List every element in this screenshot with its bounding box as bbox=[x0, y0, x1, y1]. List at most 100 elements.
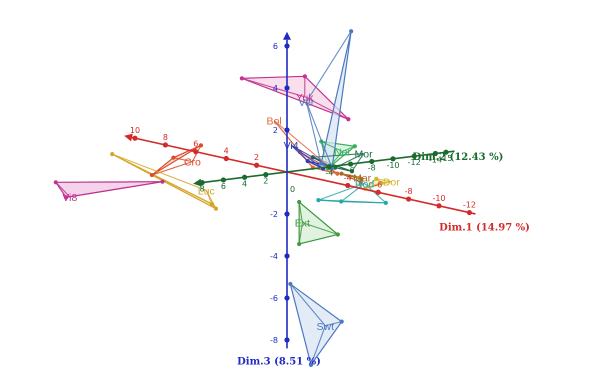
group-link-swt-2 bbox=[310, 325, 326, 366]
group-link-yuk-1 bbox=[241, 77, 305, 98]
tick-mark-dim3-6 bbox=[284, 43, 290, 49]
group-link-ver-0 bbox=[305, 30, 352, 103]
group-polygon-ext bbox=[298, 200, 340, 245]
group-link-ext-2 bbox=[302, 222, 339, 236]
group-link-ner-1 bbox=[342, 145, 356, 152]
group-link-rod-2 bbox=[364, 183, 387, 204]
group-link-dor-1 bbox=[365, 181, 392, 190]
tick-label-dim3-6: 6 bbox=[273, 42, 278, 51]
tick-mark-dim3-3 bbox=[284, 211, 290, 217]
group-link-rod-0 bbox=[340, 182, 365, 202]
tick-label-dim1-2: -8 bbox=[405, 187, 413, 196]
group-link-luc-2 bbox=[205, 190, 213, 205]
group-point-ver-0 bbox=[349, 29, 354, 34]
tick-label-dim2-7: 2 bbox=[263, 177, 268, 186]
tick-label-dim3-2: -4 bbox=[270, 252, 278, 261]
group-label-vi8: Vi8 bbox=[62, 192, 77, 204]
tick-label-dim2-2: -12 bbox=[408, 158, 421, 167]
tick-label-dim3-1: -6 bbox=[270, 294, 278, 303]
group-polygon-cro bbox=[151, 144, 202, 176]
group-label-vi4: Vi4 bbox=[284, 140, 299, 152]
group-label-ner: Ner bbox=[334, 146, 351, 158]
group-point-yuk-0 bbox=[302, 74, 307, 79]
tick-mark-dim1-3 bbox=[375, 189, 381, 195]
group-polygon-dor bbox=[364, 178, 383, 190]
group-link-cro-1 bbox=[151, 161, 193, 176]
group-point-yuk-1 bbox=[239, 76, 244, 81]
group-label-ver: Ver bbox=[299, 97, 315, 109]
group-label-rod: Rod bbox=[355, 178, 374, 190]
group-label-mar: Mar bbox=[353, 172, 372, 184]
tick-mark-dim2-0 bbox=[443, 149, 449, 155]
tick-label-dim3-5: 4 bbox=[273, 84, 278, 93]
group-polygon-swt bbox=[289, 282, 343, 367]
group-link-rod-1 bbox=[318, 182, 365, 201]
tick-label-dim1-6: 4 bbox=[224, 146, 229, 155]
group-polygon-yuk bbox=[241, 75, 349, 120]
tick-mark-dim2-6 bbox=[326, 164, 332, 170]
tick-mark-dim2-2 bbox=[411, 153, 417, 159]
tick-mark-dim1-4 bbox=[345, 182, 351, 189]
tick-mark-dim1-8 bbox=[162, 142, 168, 148]
tick-mark-dim1-9 bbox=[132, 135, 138, 141]
group-point-cro-1 bbox=[149, 172, 155, 178]
group-point-mor-2 bbox=[349, 169, 355, 174]
axis-line-dim1 bbox=[131, 136, 476, 215]
tick-mark-dim3-1 bbox=[284, 295, 290, 301]
tick-mark-dim3-2 bbox=[284, 253, 290, 259]
group-link-ver-2 bbox=[305, 101, 333, 169]
group-point-yuk-2 bbox=[346, 117, 351, 122]
group-point-ver-1 bbox=[319, 161, 324, 166]
group-link-mar-1 bbox=[341, 173, 363, 178]
tick-mark-dim3-4 bbox=[284, 127, 290, 133]
group-point-swt-0 bbox=[288, 281, 293, 287]
group-link-cro-0 bbox=[173, 157, 193, 163]
group-point-vi8-1 bbox=[53, 180, 58, 185]
group-point-cro-0 bbox=[171, 155, 176, 160]
group-label-dor: Dor bbox=[383, 177, 400, 189]
labels-layer: Vi8 Swt Yuk Cro Luc Ner Ext Rod Dor Mar Bol Mor Vi4 V… bbox=[62, 92, 400, 333]
tick-label-dim2-9: 6 bbox=[221, 182, 226, 191]
group-point-ext-1 bbox=[297, 241, 302, 247]
tick-label-dim2-5: -6 bbox=[347, 166, 355, 175]
tick-label-dim1-1: -10 bbox=[432, 194, 445, 203]
group-polygon-ver bbox=[320, 31, 352, 169]
tick-mark-dim3-5 bbox=[284, 85, 290, 91]
axis-arrow-dim1 bbox=[124, 133, 133, 142]
tick-label-dim2-1: -14 bbox=[429, 156, 442, 165]
group-label-swt: Swt bbox=[317, 321, 335, 333]
tick-label-dim2-10: 8 bbox=[200, 185, 205, 194]
group-point-mar-1 bbox=[339, 171, 344, 176]
group-point-swt-2 bbox=[308, 362, 314, 367]
group-point-vi8-0 bbox=[160, 179, 165, 184]
axis-title-dim1: Dim.1 (14.97 %) bbox=[439, 223, 530, 234]
tick-mark-dim1-6 bbox=[223, 155, 229, 162]
group-point-mar-0 bbox=[358, 180, 363, 185]
group-link-vi8-0 bbox=[69, 181, 163, 198]
group-link-swt-0 bbox=[289, 283, 326, 327]
group-link-ner-0 bbox=[321, 141, 343, 152]
tick-label-dim3-0: -8 bbox=[270, 336, 278, 345]
tick-label-dim1-3: -6 bbox=[374, 180, 382, 189]
tick-mark-dim1-2 bbox=[406, 196, 412, 202]
links-layer bbox=[53, 29, 392, 367]
group-point-swt-1 bbox=[339, 319, 344, 324]
tick-label-dim1-7: 6 bbox=[193, 140, 198, 149]
group-label-cro: Cro bbox=[184, 157, 201, 169]
group-link-dor-2 bbox=[376, 178, 392, 183]
group-point-luc-1 bbox=[213, 206, 219, 211]
group-point-cro-2 bbox=[198, 143, 204, 148]
axis-title-dim2: Dim.2 (12.43 %) bbox=[413, 152, 504, 163]
tick-label-dim3-4: 2 bbox=[273, 126, 278, 135]
group-link-ext-1 bbox=[298, 222, 303, 245]
group-point-rod-2 bbox=[383, 200, 388, 205]
tick-mark-dim2-7 bbox=[263, 172, 269, 178]
group-point-rod-0 bbox=[339, 199, 344, 204]
group-point-bol-2 bbox=[335, 171, 340, 176]
tick-mark-dim2-5 bbox=[348, 161, 354, 167]
group-label-luc: Luc bbox=[198, 185, 215, 197]
group-link-swt-1 bbox=[325, 321, 342, 327]
axis-arrow-dim3 bbox=[283, 31, 291, 40]
